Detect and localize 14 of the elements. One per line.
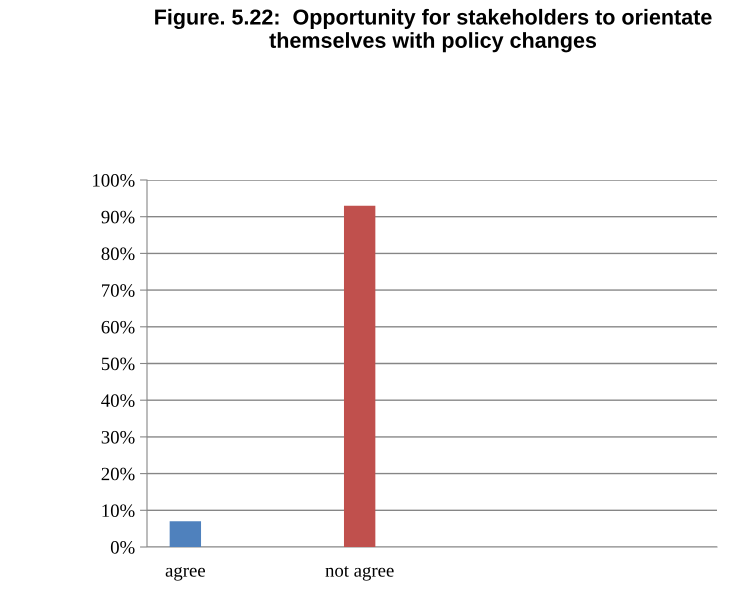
x-tick-label: not agree bbox=[325, 566, 394, 581]
chart-title: Figure. 5.22: Opportunity for stakeholders to orientate themselves with policy changes bbox=[155, 8, 712, 52]
x-tick-label: agree bbox=[166, 567, 205, 581]
y-tick-label: 50% bbox=[102, 358, 135, 370]
y-tick-label: 0% bbox=[110, 541, 135, 554]
y-tick-label: 100% bbox=[93, 174, 135, 187]
y-tick-label: 90% bbox=[101, 210, 135, 224]
y-tick-label: 70% bbox=[102, 284, 135, 297]
y-tick-label: 60% bbox=[102, 320, 135, 334]
y-tick-label: 30% bbox=[102, 430, 135, 444]
y-tick-label: 10% bbox=[102, 504, 135, 518]
y-tick-label: 40% bbox=[101, 394, 135, 407]
y-tick-label: 20% bbox=[102, 468, 135, 480]
y-tick-label: 80% bbox=[102, 247, 135, 260]
